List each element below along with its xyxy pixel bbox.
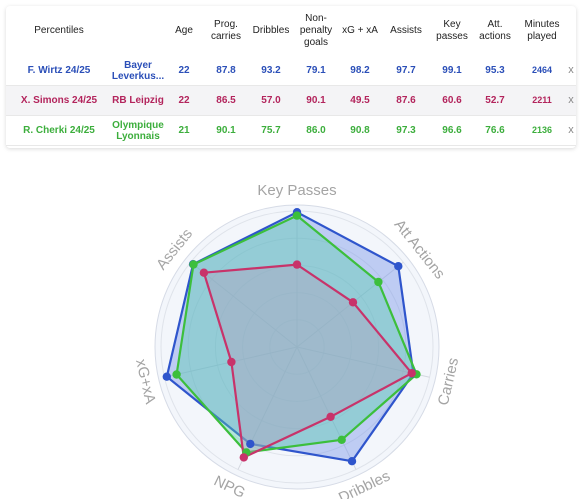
cell-assists: 97.3 — [396, 125, 416, 136]
cell-minutes: 2136 — [531, 125, 553, 135]
radar-point — [407, 369, 416, 378]
radar-point — [199, 268, 209, 277]
cell-key-passes: 99.1 — [442, 65, 462, 76]
header-npg: Non-penalty goals — [299, 13, 333, 48]
cell-att-actions: 95.3 — [485, 65, 505, 76]
remove-player-button[interactable]: x — [568, 94, 574, 106]
radar-point — [348, 298, 358, 307]
radar-point — [189, 260, 198, 269]
cell-xg-xa: 49.5 — [350, 95, 370, 106]
cell-dribbles: 57.0 — [261, 95, 281, 106]
radar-axis-label: Carries — [435, 356, 462, 407]
cell-player[interactable]: F. Wirtz 24/25 — [27, 65, 91, 76]
header-xg-xa: xG + xA — [342, 25, 378, 36]
header-prog-carries: Prog. carries — [210, 19, 241, 42]
cell-npg: 90.1 — [306, 95, 326, 106]
radar-point — [374, 277, 383, 287]
radar-point — [292, 211, 302, 220]
cell-xg-xa: 90.8 — [350, 125, 370, 136]
radar-axis-label: xG+xA — [132, 358, 159, 406]
cell-minutes: 2464 — [531, 65, 553, 75]
table-row: F. Wirtz 24/25 Bayer Leverkus... 22 87.8 93.… — [6, 56, 576, 86]
cell-prog-carries: 87.8 — [216, 65, 236, 76]
cell-att-actions: 52.7 — [485, 95, 505, 106]
table-header: Percentiles Age Prog. carries Dribbles N… — [6, 6, 576, 57]
cell-key-passes: 60.6 — [442, 95, 462, 106]
cell-assists: 87.6 — [396, 95, 416, 106]
radar-point — [326, 412, 335, 421]
radar-spoke — [296, 346, 430, 378]
radar-axis-label: Key Passes — [257, 182, 336, 199]
cell-player[interactable]: X. Simons 24/25 — [20, 95, 98, 106]
cell-age: 22 — [178, 95, 190, 106]
cell-player[interactable]: R. Cherki 24/25 — [23, 125, 95, 136]
radar-series-area — [202, 263, 413, 459]
header-minutes-played: Minutes played — [524, 19, 560, 42]
header-assists: Assists — [390, 25, 422, 36]
radar-point — [172, 370, 181, 379]
cell-prog-carries: 86.5 — [216, 95, 236, 106]
header-att-actions: Att. actions — [479, 19, 511, 42]
cell-age: 22 — [178, 65, 190, 76]
header-dribbles: Dribbles — [252, 25, 290, 36]
radar-point — [337, 435, 346, 444]
cell-dribbles: 75.7 — [261, 125, 281, 136]
cell-minutes: 2211 — [532, 95, 552, 105]
cell-age: 21 — [178, 125, 190, 136]
cell-att-actions: 76.6 — [485, 125, 505, 136]
comparison-table: Percentiles Age Prog. carries Dribbles N… — [6, 6, 576, 148]
cell-assists: 97.7 — [396, 65, 416, 76]
cell-xg-xa: 98.2 — [350, 65, 370, 76]
radar-point — [162, 372, 171, 381]
cell-prog-carries: 90.1 — [216, 125, 236, 136]
radar-spoke — [190, 261, 298, 348]
radar-spoke — [296, 346, 357, 470]
remove-player-button[interactable]: x — [568, 124, 574, 136]
radar-series-area — [175, 214, 418, 454]
radar-point — [292, 260, 302, 269]
radar-point — [394, 262, 403, 271]
cell-npg: 79.1 — [306, 65, 326, 76]
radar-point — [227, 357, 236, 367]
radar-point — [239, 453, 248, 462]
cell-npg: 86.0 — [306, 125, 326, 136]
cell-team: RB Leipzig — [112, 95, 164, 106]
cell-team: Olympique Lyonnais — [112, 119, 164, 142]
cell-team: Bayer Leverkus... — [111, 59, 165, 82]
header-age: Age — [175, 25, 193, 36]
table-row: X. Simons 24/25 RB Leipzig 22 86.5 57.0 90.1 4… — [6, 86, 576, 116]
cell-dribbles: 93.2 — [261, 65, 281, 76]
header-percentiles: Percentiles — [34, 25, 84, 36]
radar-series-area — [165, 211, 415, 463]
radar-point — [347, 457, 357, 466]
cell-key-passes: 96.6 — [442, 125, 462, 136]
table-row: R. Cherki 24/25 Olympique Lyonnais 21 90.1 7… — [6, 116, 576, 146]
remove-player-button[interactable]: x — [568, 64, 574, 76]
header-key-passes: Key passes — [436, 19, 468, 42]
radar-point — [246, 439, 255, 449]
